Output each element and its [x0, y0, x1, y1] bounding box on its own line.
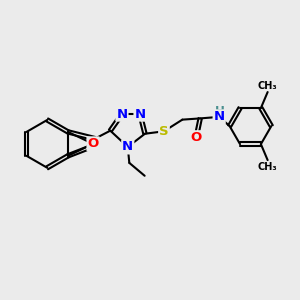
Text: N: N — [214, 110, 225, 123]
Text: N: N — [116, 108, 128, 121]
Text: S: S — [159, 125, 169, 138]
Text: H: H — [215, 105, 225, 118]
Text: N: N — [122, 140, 133, 153]
Text: CH₃: CH₃ — [258, 80, 278, 91]
Text: O: O — [88, 137, 99, 150]
Text: N: N — [134, 108, 146, 121]
Text: O: O — [191, 131, 202, 144]
Text: CH₃: CH₃ — [258, 162, 278, 172]
